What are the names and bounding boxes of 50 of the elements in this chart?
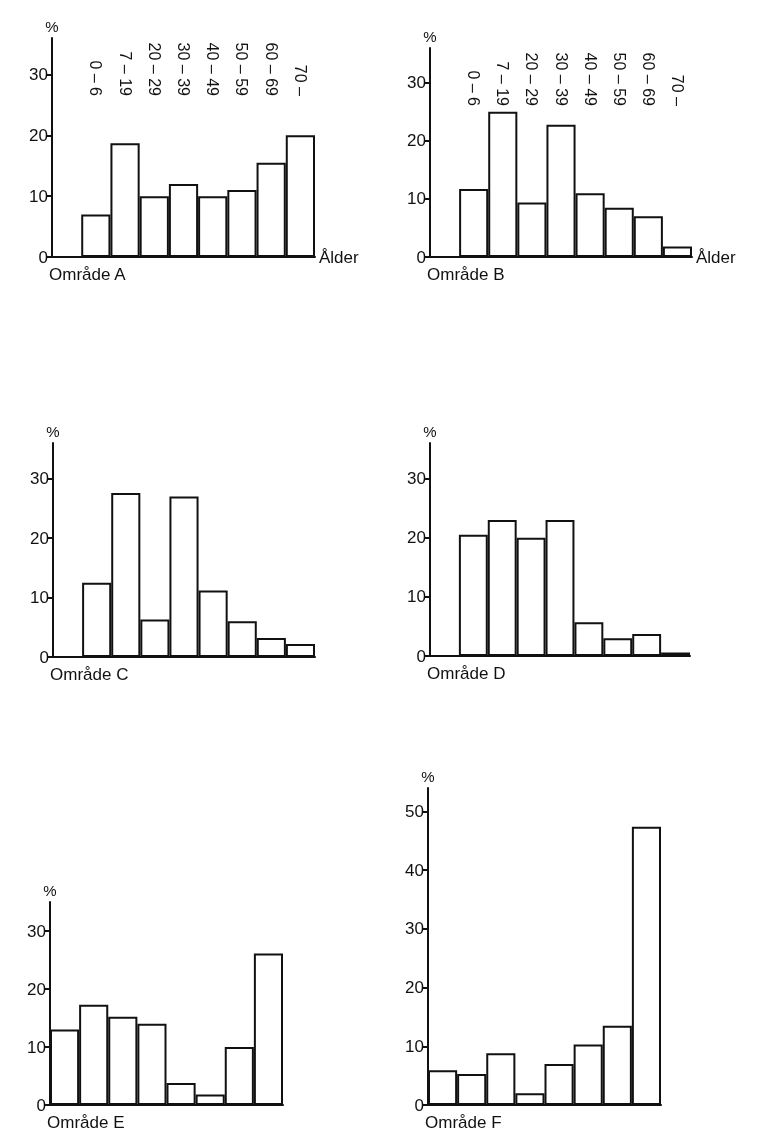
x-tick-label: 30 – 39: [175, 42, 192, 97]
y-tick-label: 20: [30, 528, 49, 548]
y-axis-title: %: [421, 768, 435, 785]
x-tick-label: 20 – 29: [145, 42, 163, 97]
y-tick-label: 10: [407, 189, 426, 209]
x-axis-title: Ålder: [696, 247, 737, 267]
x-tick-label: 7 – 19: [116, 51, 134, 97]
y-tick-label: 30: [29, 65, 48, 84]
x-tick-label: 30 – 39: [552, 52, 570, 107]
y-tick-label: 10: [27, 1037, 46, 1057]
x-tick-label: 40 – 49: [204, 42, 222, 97]
x-tick-label: 50 – 59: [610, 52, 628, 107]
x-tick-label: 70 –: [668, 74, 686, 107]
y-tick-label: 30: [405, 919, 424, 939]
y-axis-title: %: [43, 882, 57, 899]
text: Område A: [49, 265, 127, 284]
y-tick-label: 40: [405, 860, 424, 880]
y-tick-label: 10: [30, 588, 49, 608]
x-tick-label: 0 – 6: [87, 60, 105, 97]
y-tick-label: 20: [27, 979, 46, 999]
x-tick-label: 40 – 49: [581, 52, 599, 107]
x-tick-label: 20 – 29: [523, 52, 541, 107]
y-tick-label: 10: [29, 186, 48, 206]
y-tick-label: 50: [405, 801, 424, 821]
y-tick-label: 30: [27, 921, 46, 941]
y-axis-title: %: [423, 423, 437, 440]
x-tick-label: 50 – 59: [233, 42, 251, 97]
text: Område B: [427, 265, 505, 284]
text: Område C: [50, 665, 129, 684]
y-tick-label: 10: [407, 587, 426, 607]
x-tick-label: 60 – 69: [262, 42, 280, 97]
y-tick-label: 30: [30, 469, 49, 489]
y-tick-label: 20: [407, 131, 426, 151]
x-tick-label: 7 – 19: [494, 61, 512, 107]
text: Område D: [427, 664, 506, 683]
y-tick-label: 30: [407, 469, 426, 488]
y-axis-title: %: [45, 18, 59, 35]
y-tick-label: 20: [407, 528, 426, 548]
text: Område F: [425, 1113, 502, 1132]
y-axis-title: %: [46, 423, 60, 440]
y-tick-label: 30: [407, 73, 426, 93]
x-tick-label: 60 – 69: [639, 52, 657, 107]
x-axis-title: Ålder: [319, 247, 360, 267]
y-tick-label: 20: [29, 125, 48, 145]
y-axis-title: %: [423, 28, 437, 45]
x-tick-label: 70 –: [291, 64, 309, 97]
x-tick-label: 0 – 6: [465, 70, 483, 107]
text: Område E: [47, 1113, 125, 1132]
y-tick-label: 20: [405, 978, 424, 998]
y-tick-label: 10: [405, 1036, 424, 1056]
